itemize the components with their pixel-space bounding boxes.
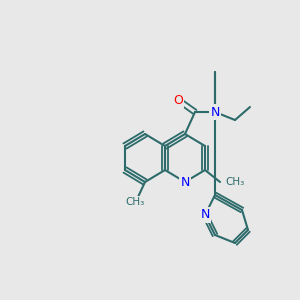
Text: O: O <box>173 94 183 106</box>
Text: N: N <box>200 208 210 221</box>
Text: CH₃: CH₃ <box>225 177 244 187</box>
Text: N: N <box>180 176 190 188</box>
Text: CH₃: CH₃ <box>125 197 145 207</box>
Text: N: N <box>210 106 220 118</box>
